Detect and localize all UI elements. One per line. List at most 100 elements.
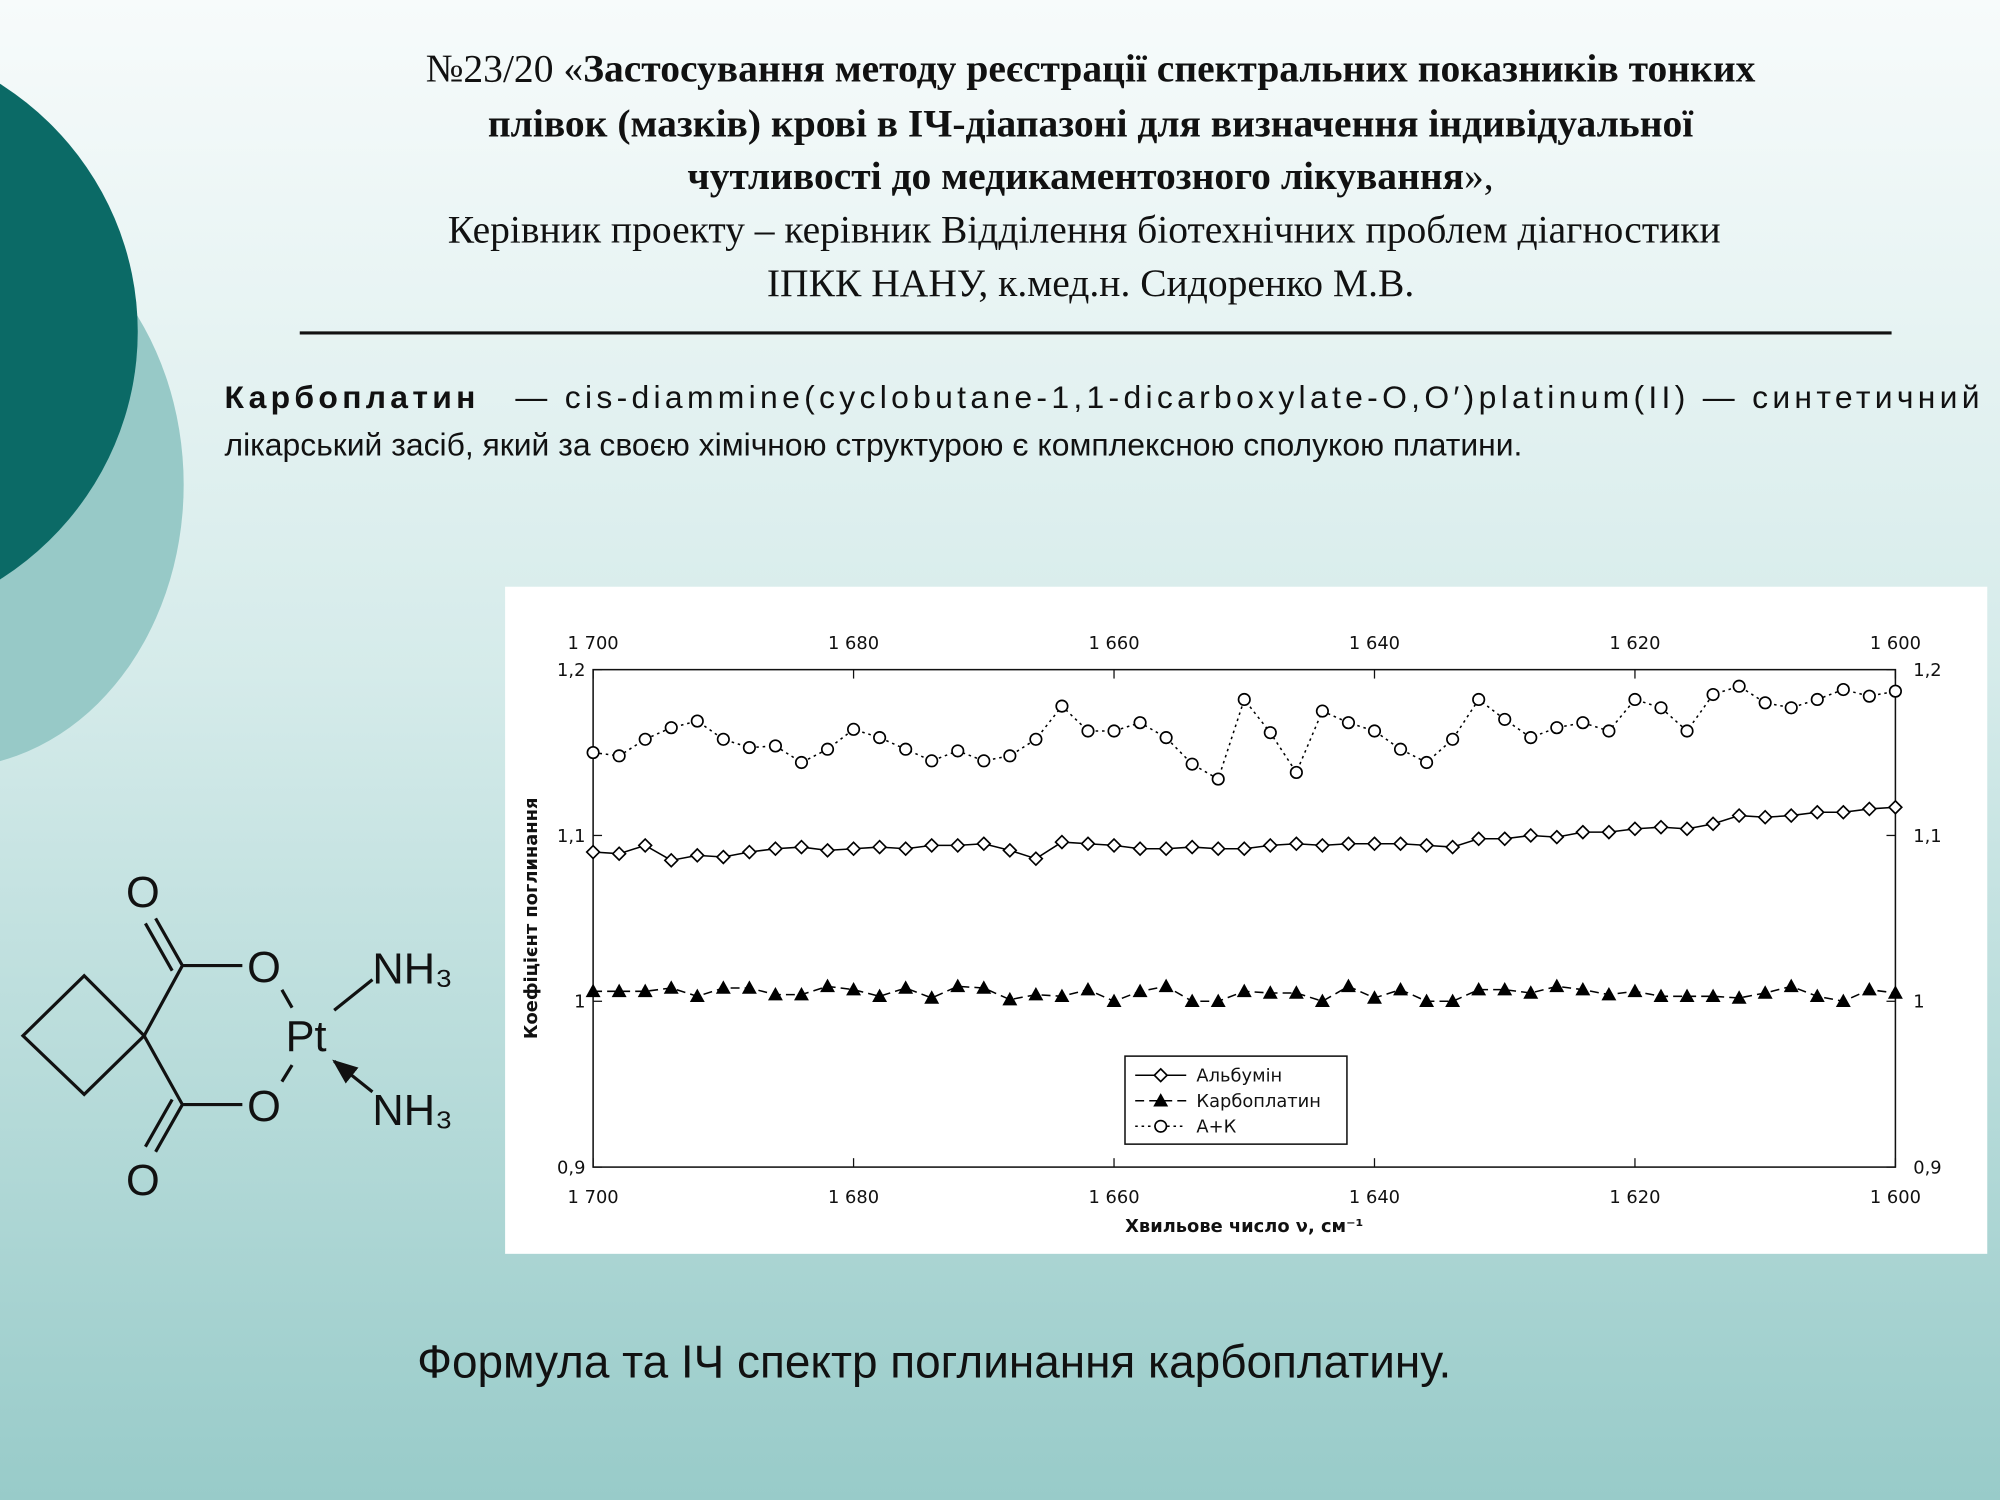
marker [1809, 804, 1825, 820]
marker [1159, 731, 1173, 745]
marker [977, 754, 991, 768]
supervisor: ІПКК НАНУ, к.мед.н. Сидоренко М.В. [767, 261, 1414, 305]
marker [1055, 699, 1069, 713]
marker [924, 837, 940, 853]
marker [1550, 721, 1564, 735]
marker [1680, 724, 1694, 738]
atom: O [247, 1083, 281, 1131]
marker [1002, 842, 1018, 858]
marker [1705, 988, 1721, 1003]
marker [1236, 841, 1252, 857]
marker [1158, 841, 1174, 857]
x2-tick-label: 1 620 [1609, 633, 1660, 654]
marker [1549, 978, 1565, 993]
marker [1054, 988, 1070, 1003]
x-tick-label: 1 700 [568, 1187, 619, 1208]
marker [1210, 841, 1226, 857]
marker [1236, 983, 1252, 998]
title: плівок (мазків) крові в ІЧ-діапазоні для… [488, 101, 1694, 145]
marker [1627, 821, 1643, 837]
marker [1446, 732, 1460, 746]
marker [1393, 981, 1408, 996]
marker [1262, 985, 1278, 999]
marker [950, 978, 966, 993]
marker [1132, 841, 1148, 857]
marker [1314, 993, 1330, 1008]
x-tick-label: 1 600 [1870, 1187, 1921, 1208]
marker [1835, 993, 1851, 1008]
y-tick-label: 1 [574, 992, 585, 1013]
arrow [334, 978, 374, 1094]
marker [924, 990, 940, 1004]
marker [1653, 988, 1669, 1003]
marker [1366, 836, 1383, 852]
marker [1835, 804, 1851, 820]
marker [715, 849, 731, 865]
marker [1836, 682, 1850, 697]
supervisor: Керівник проекту – керівник Відділення б… [448, 207, 1721, 251]
closing: », [1464, 154, 1494, 198]
marker [819, 842, 836, 858]
marker [898, 841, 914, 857]
marker [898, 980, 914, 994]
marker [1576, 716, 1590, 730]
marker [664, 721, 678, 735]
marker [820, 978, 835, 993]
marker [716, 732, 730, 746]
atom: Pt [286, 1013, 327, 1061]
marker [1888, 684, 1902, 698]
marker [1523, 827, 1539, 844]
marker [1628, 692, 1642, 707]
marker [1106, 837, 1122, 853]
legend-label: А+К [1196, 1117, 1236, 1138]
marker [1887, 799, 1903, 815]
marker [1393, 742, 1408, 756]
marker [1080, 981, 1096, 996]
marker [689, 988, 705, 1003]
marker [1133, 716, 1147, 730]
marker [976, 836, 992, 852]
marker [872, 839, 888, 855]
marker [1420, 755, 1434, 770]
marker [1706, 687, 1720, 702]
x2-tick-label: 1 700 [568, 633, 619, 654]
marker [612, 749, 626, 763]
chart-panel [505, 586, 1988, 1254]
marker [1289, 765, 1303, 780]
marker [846, 841, 862, 857]
marker [1887, 985, 1903, 999]
marker [1757, 985, 1773, 999]
text: — cis-diammine(cyclobutane-1,1-dicarboxy… [515, 379, 1979, 415]
marker [1210, 993, 1226, 1008]
term: Карбоплатин [224, 379, 475, 415]
marker [1340, 836, 1356, 852]
marker [1497, 831, 1513, 847]
legend-marker [1153, 1067, 1169, 1083]
marker [1679, 821, 1695, 837]
marker [1132, 983, 1148, 998]
x2-tick-label: 1 660 [1088, 633, 1139, 654]
y-axis-label: Коефіцієнт поглинання [521, 798, 542, 1040]
marker [1523, 985, 1539, 999]
header-line: плівок (мазків) крові в ІЧ-діапазоні для… [488, 101, 1694, 145]
marker [1471, 981, 1487, 996]
marker [1314, 837, 1330, 853]
marker [663, 980, 679, 994]
header: №23/20 «Застосування методу реєстрації с… [426, 47, 1756, 305]
caption: Формула та ІЧ спектр поглинання карбопла… [417, 1336, 1451, 1388]
atom: O [247, 944, 281, 992]
marker [950, 837, 966, 853]
marker [741, 980, 757, 994]
marker [1575, 824, 1591, 840]
marker [1783, 808, 1799, 824]
marker [1237, 692, 1251, 707]
marker [637, 837, 653, 853]
marker [689, 847, 705, 863]
header-line: чутливості до медикаментозного лікування… [687, 154, 1493, 198]
marker [1107, 724, 1121, 738]
marker [1262, 837, 1278, 853]
marker [925, 754, 939, 768]
marker [820, 742, 835, 756]
